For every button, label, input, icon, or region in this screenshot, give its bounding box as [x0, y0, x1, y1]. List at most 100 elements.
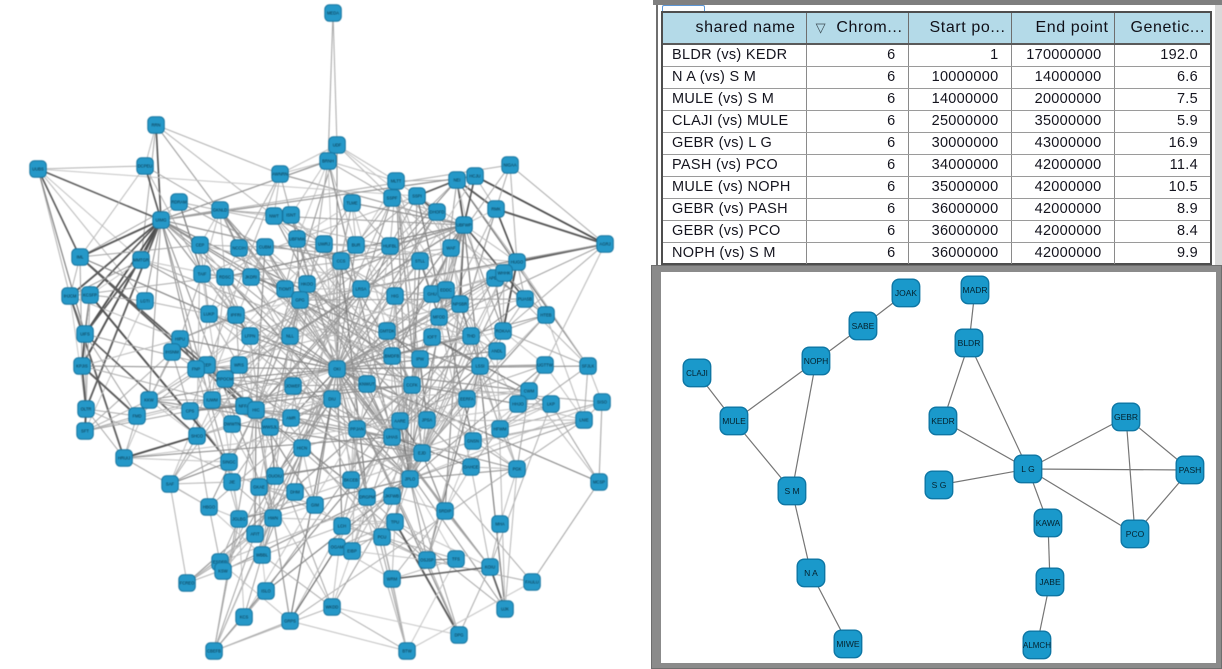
svg-text:TIOMT: TIOMT [278, 287, 291, 292]
svg-text:HCJU: HCJU [469, 174, 480, 179]
svg-text:LGTI: LGTI [140, 299, 149, 304]
svg-text:JKFWB: JKFWB [385, 494, 399, 499]
svg-text:LCH: LCH [338, 524, 346, 529]
svg-text:HTEB: HTEB [540, 313, 551, 318]
svg-text:WRM: WRM [387, 577, 398, 582]
svg-text:RRN: RRN [151, 123, 160, 128]
svg-text:IUWM: IUWM [206, 398, 218, 403]
svg-text:GKAE: GKAE [253, 485, 265, 490]
svg-text:ROKAA: ROKAA [496, 329, 511, 334]
svg-text:UJK: UJK [501, 607, 509, 612]
svg-text:HWN: HWN [268, 516, 278, 521]
svg-text:RMK: RMK [491, 207, 501, 212]
svg-text:UWRJ: UWRJ [318, 242, 330, 247]
svg-text:JOWEF: JOWEF [286, 384, 301, 389]
svg-text:WAF: WAF [446, 246, 456, 251]
svg-text:PUASB: PUASB [518, 297, 532, 302]
svg-text:MCSP: MCSP [593, 480, 605, 485]
svg-text:AFIT: AFIT [250, 532, 260, 537]
svg-text:NCCIH: NCCIH [232, 246, 245, 251]
svg-text:OUOIU: OUOIU [268, 474, 282, 479]
svg-text:LKP: LKP [547, 402, 555, 407]
svg-text:SISO: SISO [597, 400, 608, 405]
svg-text:IML: IML [77, 255, 85, 260]
svg-text:PPJAN: PPJAN [350, 427, 364, 432]
svg-text:DRGPM: DRGPM [359, 495, 375, 500]
svg-text:HHJO: HHJO [512, 402, 524, 407]
svg-text:EDDC: EDDC [440, 288, 452, 293]
svg-text:SINGC: SINGC [222, 460, 235, 465]
svg-text:NEI: NEI [454, 178, 461, 183]
svg-text:HFWM: HFWM [493, 427, 507, 432]
svg-text:WRS: WRS [234, 363, 244, 368]
svg-text:HRUIJ: HRUIJ [118, 456, 130, 461]
svg-text:SAF: SAF [166, 482, 175, 487]
svg-text:OGAM: OGAM [331, 545, 344, 550]
svg-text:CPS: CPS [186, 409, 195, 414]
svg-text:KSW: KSW [218, 569, 228, 574]
svg-text:WKDD: WKDD [326, 605, 339, 610]
svg-text:DPG: DPG [454, 633, 463, 638]
svg-text:PCU: PCU [378, 535, 387, 540]
svg-text:JKDRI: JKDRI [245, 275, 257, 280]
svg-text:ISNT: ISNT [286, 213, 296, 218]
svg-text:MLTT: MLTT [391, 179, 402, 184]
svg-text:LUKP: LUKP [204, 312, 215, 317]
svg-text:ESDEP: ESDEP [213, 560, 227, 565]
svg-text:OAHCE: OAHCE [464, 465, 479, 470]
svg-text:KPJIS: KPJIS [76, 364, 88, 369]
svg-text:HIG: HIG [391, 294, 398, 299]
svg-text:JIE: JIE [229, 480, 235, 485]
svg-text:LSSI: LSSI [475, 364, 484, 369]
svg-text:THD: THD [467, 334, 476, 339]
svg-text:HIPU: HIPU [175, 337, 185, 342]
svg-text:UIFS: UIFS [80, 332, 90, 337]
svg-text:LRSA: LRSA [356, 287, 367, 292]
svg-text:SHCO: SHCO [191, 434, 204, 439]
svg-text:UHAS: UHAS [386, 435, 398, 440]
svg-text:TAIF: TAIF [198, 272, 207, 277]
svg-text:TLME: TLME [346, 201, 357, 206]
svg-text:HUFBL: HUFBL [383, 244, 397, 249]
svg-text:HBGO: HBGO [203, 505, 216, 510]
svg-text:ANDL: ANDL [491, 349, 503, 354]
svg-text:DHOFD: DHOFD [430, 210, 445, 215]
svg-text:GMTDK: GMTDK [379, 329, 394, 334]
svg-text:GHU: GHU [427, 292, 436, 297]
svg-text:JPSA: JPSA [422, 418, 433, 423]
svg-text:CCFK: CCFK [406, 383, 418, 388]
svg-text:IPFRI: IPFRI [231, 313, 242, 318]
svg-text:IPW: IPW [416, 357, 424, 362]
svg-text:DHM: DHM [290, 490, 300, 495]
svg-text:GKNLD: GKNLD [213, 208, 227, 213]
svg-text:KOIU: KOIU [485, 565, 495, 570]
svg-text:AWNRN: AWNRN [272, 172, 288, 177]
svg-text:GPG: GPG [295, 298, 304, 303]
svg-text:EERFA: EERFA [460, 397, 474, 402]
svg-text:UUBS: UUBS [32, 167, 44, 172]
svg-text:SSPF: SSPF [387, 196, 398, 201]
svg-text:KCS: KCS [240, 615, 249, 620]
svg-text:RDSC: RDSC [219, 275, 231, 280]
svg-text:NLL: NLL [286, 334, 294, 339]
svg-text:FNP: FNP [192, 367, 201, 372]
svg-text:APDIC: APDIC [489, 276, 502, 281]
svg-text:JPLO: JPLO [405, 477, 416, 482]
svg-text:IHJCM: IHJCM [64, 294, 77, 299]
svg-text:MMTGR: MMTGR [133, 258, 149, 263]
svg-text:UIMG: UIMG [156, 218, 167, 223]
svg-text:IOFT: IOFT [427, 335, 437, 340]
svg-text:SRDIP: SRDIP [439, 509, 452, 514]
svg-text:ISLO: ISLO [261, 589, 271, 594]
svg-text:CCS: CCS [337, 259, 346, 264]
svg-text:FMD: FMD [132, 414, 141, 419]
svg-text:HKOO: HKOO [301, 282, 314, 287]
svg-text:KKW: KKW [144, 398, 154, 403]
svg-text:DIU: DIU [328, 397, 335, 402]
svg-text:FCREO: FCREO [180, 581, 195, 586]
svg-text:BMDFB: BMDFB [385, 354, 400, 359]
svg-text:WBBL: WBBL [256, 553, 269, 558]
svg-text:SSPI: SSPI [412, 194, 422, 199]
svg-text:LFPN: LFPN [245, 334, 256, 339]
svg-text:AGRJ: AGRJ [599, 242, 610, 247]
